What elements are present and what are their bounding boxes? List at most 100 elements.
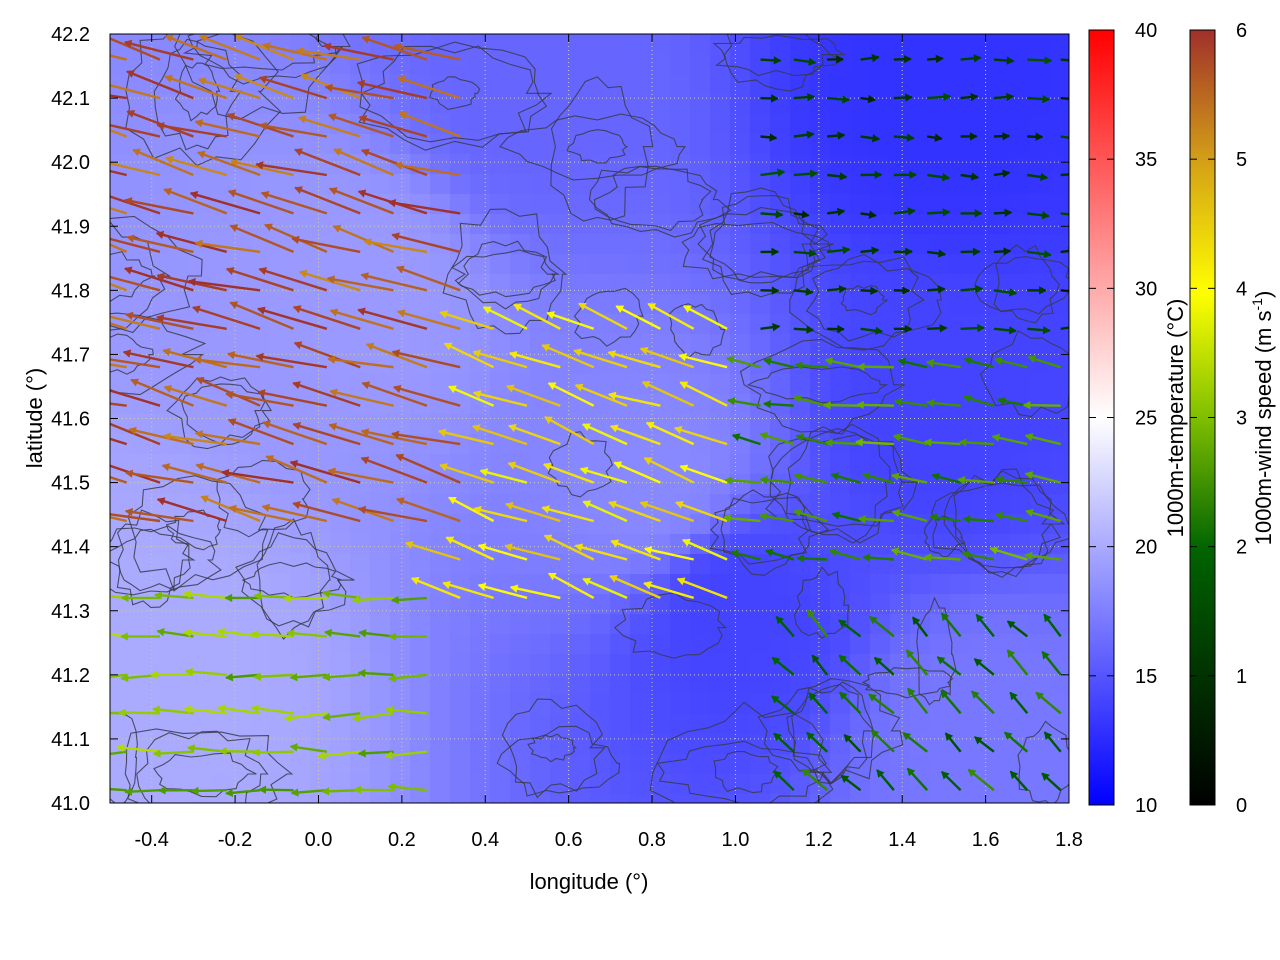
wind-arrow-head bbox=[645, 421, 655, 430]
temperature-cell bbox=[130, 494, 151, 515]
wind-arrow-head bbox=[439, 310, 448, 319]
wind-arrow-head bbox=[793, 509, 802, 518]
temperature-cell bbox=[490, 94, 511, 115]
wind-arrow-shaft bbox=[391, 432, 461, 446]
temperature-cell bbox=[330, 534, 351, 555]
temperature-cell bbox=[1050, 154, 1069, 175]
temperature-cell bbox=[470, 254, 491, 275]
temperature-cell bbox=[890, 574, 911, 595]
wind-arrow-head bbox=[509, 584, 519, 593]
temperature-cell bbox=[930, 714, 951, 735]
temperature-cell bbox=[910, 434, 931, 455]
temperature-cell bbox=[630, 514, 651, 535]
wind-arrow-shaft bbox=[110, 437, 128, 446]
wind-arrow-head bbox=[936, 656, 946, 665]
terrain-contour bbox=[235, 532, 355, 628]
temperature-cell bbox=[890, 714, 911, 735]
wind-arrow-shaft bbox=[156, 316, 227, 330]
wind-arrow-shaft bbox=[291, 237, 361, 254]
wind-arrow-head bbox=[1040, 172, 1049, 181]
wind-arrow-head bbox=[508, 351, 518, 360]
temperature-cell bbox=[750, 374, 771, 395]
temperature-cell bbox=[770, 134, 791, 155]
wind-arrow-head bbox=[969, 132, 978, 141]
temperature-cell bbox=[730, 774, 751, 795]
terrain-contour bbox=[174, 62, 221, 122]
temperature-cell bbox=[670, 694, 691, 715]
temperature-cell bbox=[650, 674, 671, 695]
temperature-cell bbox=[430, 514, 451, 535]
terrain-contour bbox=[613, 592, 728, 659]
temperature-cell bbox=[470, 654, 491, 675]
temperature-cell bbox=[730, 294, 751, 315]
temperature-cell bbox=[390, 474, 411, 495]
temperature-cell bbox=[810, 414, 831, 435]
wind-arrow-head bbox=[397, 75, 406, 84]
terrain-contour bbox=[457, 240, 556, 310]
wind-arrow-head bbox=[996, 396, 1006, 406]
wind-arrow-head bbox=[229, 301, 239, 310]
temperature-cell bbox=[930, 754, 951, 775]
temperature-cell bbox=[510, 34, 531, 55]
temperature-cell bbox=[930, 34, 951, 55]
temperature-cell bbox=[1050, 354, 1069, 375]
temperature-cell bbox=[890, 454, 911, 475]
temperature-cell bbox=[630, 494, 651, 515]
temperature-cell bbox=[650, 194, 671, 215]
temperature-cell bbox=[150, 534, 171, 555]
wind-arrow-head bbox=[647, 303, 657, 311]
temperature-cell bbox=[170, 594, 191, 615]
temperature-cell bbox=[750, 714, 771, 735]
temperature-cell bbox=[890, 594, 911, 615]
temperature-cell bbox=[450, 354, 471, 375]
temperature-cell bbox=[350, 694, 371, 715]
temperature-cell bbox=[550, 674, 571, 695]
temperature-cell bbox=[270, 654, 291, 675]
terrain-contour bbox=[723, 34, 832, 92]
temperature-cell bbox=[530, 214, 551, 235]
temperature-cell bbox=[510, 334, 531, 355]
temperature-cell bbox=[1010, 674, 1031, 695]
temperature-cell bbox=[310, 754, 331, 775]
temperature-cell bbox=[410, 634, 431, 655]
temperature-cell bbox=[670, 394, 691, 415]
temperature-cell bbox=[270, 294, 291, 315]
temperature-cell bbox=[630, 574, 651, 595]
temperature-cell bbox=[430, 214, 451, 235]
temperature-cell bbox=[930, 534, 951, 555]
wind-arrow-shaft bbox=[259, 76, 328, 100]
temperature-cell bbox=[250, 714, 271, 735]
temperature-cell bbox=[550, 794, 571, 803]
temperature-cell bbox=[790, 374, 811, 395]
temperature-cell bbox=[350, 794, 371, 803]
wind-arrow-head bbox=[961, 550, 970, 559]
temperature-cell bbox=[350, 674, 371, 695]
wind-arrow-shaft bbox=[110, 402, 127, 407]
temperature-cell bbox=[710, 174, 731, 195]
temperature-cell bbox=[650, 234, 671, 255]
temperature-cell bbox=[170, 154, 191, 175]
wind-arrow-head bbox=[679, 464, 689, 473]
temperature-cell bbox=[630, 714, 651, 735]
temperature-cell bbox=[870, 534, 891, 555]
temperature-cell bbox=[470, 54, 491, 75]
temperature-cell bbox=[710, 714, 731, 735]
temperature-cell bbox=[650, 634, 671, 655]
temperature-cell bbox=[150, 454, 171, 475]
temperature-cell bbox=[950, 714, 971, 735]
wind-arrow-head bbox=[398, 111, 408, 120]
temperature-cell bbox=[290, 54, 311, 75]
wind-arrow-head bbox=[283, 713, 292, 723]
wind-arrow-shaft bbox=[230, 224, 294, 254]
wind-arrow-head bbox=[293, 341, 303, 350]
wind-arrow-head bbox=[328, 113, 337, 122]
temperature-cell bbox=[470, 634, 491, 655]
temperature-cell bbox=[350, 54, 371, 75]
temperature-cell bbox=[570, 214, 591, 235]
colorbar-tick-label: 2 bbox=[1236, 537, 1247, 559]
wind-arrow-head bbox=[578, 302, 587, 311]
wind-arrow-shaft bbox=[198, 78, 261, 100]
temperature-cell bbox=[630, 594, 651, 615]
wind-arrow-head bbox=[388, 674, 397, 683]
wind-arrow-head bbox=[289, 460, 299, 469]
